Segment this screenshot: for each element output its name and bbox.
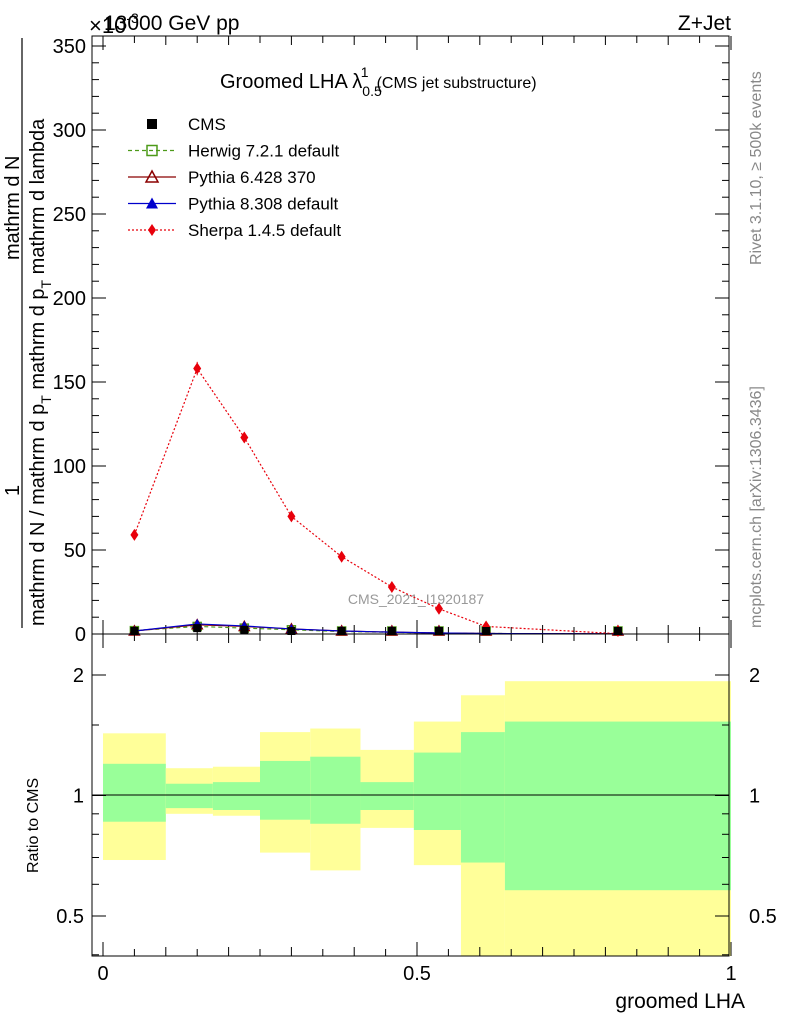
ratio-y-tick-label: 0.5	[749, 906, 777, 928]
ratio-panel: 0.5 0.51 12 2 0 0.5 1 Ratio to CMS	[25, 633, 777, 985]
y-tick-label: 50	[64, 540, 86, 562]
y-tick-label: 200	[53, 288, 86, 310]
ratio-bands	[103, 681, 731, 956]
legend-label: CMS	[188, 115, 226, 134]
data-point	[482, 627, 491, 635]
y-tick-label: 250	[53, 204, 86, 226]
main-y-axis: 0 50 100 150 200 250 300 350	[53, 36, 729, 646]
x-tick-label: 0	[97, 963, 108, 985]
data-point	[434, 602, 443, 615]
legend-label: Pythia 8.308 default	[188, 195, 339, 214]
data-point	[130, 627, 139, 635]
ratio-y-label: Ratio to CMS	[25, 778, 42, 873]
data-point	[387, 580, 396, 593]
legend-marker	[148, 224, 156, 236]
legend-label: Sherpa 1.4.5 default	[188, 221, 341, 240]
x-tick-label: 0.5	[403, 963, 431, 985]
data-point	[434, 627, 443, 635]
data-point	[130, 528, 139, 541]
ratio-green-band	[212, 782, 260, 810]
legend-marker	[146, 197, 158, 209]
beam-label: 13000 GeV pp	[104, 12, 239, 35]
data-point	[193, 624, 202, 633]
data-point	[337, 627, 346, 635]
ratio-y-tick-label: 2	[73, 665, 84, 687]
legend-marker	[146, 144, 158, 157]
data-point	[613, 627, 622, 635]
multiplier-label: ×10-3	[89, 10, 139, 38]
ratio-green-band	[360, 782, 414, 810]
ratio-y-tick-label: 0.5	[56, 906, 84, 928]
legend: CMS Herwig 7.2.1 default Pythia 6.428 370 P…	[128, 115, 341, 240]
ratio-x-axis: 0 0.5 1	[97, 634, 737, 985]
ratio-green-band	[460, 732, 505, 863]
y-tick-label: 0	[75, 624, 86, 646]
y-tick-label: 150	[53, 372, 86, 394]
x-tick-label: 1	[725, 963, 736, 985]
plot-title: Groomed LHA λ0.51(CMS jet substructure)	[220, 64, 537, 99]
main-y-label: 1 mathrm d N mathrm d N / mathrm d pT ma…	[2, 38, 54, 628]
ratio-y-tick-label: 2	[749, 665, 760, 687]
data-point	[287, 510, 296, 523]
data-point	[287, 627, 296, 635]
legend-label: Herwig 7.2.1 default	[188, 142, 339, 161]
ratio-y-axis: 0.5 0.5 1 1 2 2	[56, 665, 777, 956]
watermark: CMS_2021_I1920187	[348, 591, 484, 607]
data-point	[337, 550, 346, 563]
y-tick-label: 300	[53, 120, 86, 142]
ratio-green-band	[260, 760, 311, 820]
rivet-label: Rivet 3.1.10, ≥ 500k events	[748, 71, 765, 265]
y-tick-label: 100	[53, 456, 86, 478]
main-x-axis	[102, 36, 732, 634]
data-point	[240, 431, 249, 444]
ratio-green-band	[165, 783, 213, 809]
ylabel-denominator: mathrm d N / mathrm d pT mathrm d pT mat…	[27, 118, 54, 626]
x-axis-label: groomed LHA	[615, 990, 745, 1013]
legend-label: Pythia 6.428 370	[188, 168, 316, 187]
ratio-green-band	[413, 752, 461, 830]
ratio-y-tick-label: 1	[749, 786, 760, 808]
mcplots-label: mcplots.cern.ch [arXiv:1306.3436]	[748, 386, 765, 628]
data-point	[193, 362, 202, 375]
y-tick-label: 350	[53, 36, 86, 58]
ylabel-numerator: 1	[2, 485, 24, 496]
ylabel-tail: mathrm d N	[2, 156, 24, 260]
ratio-y-tick-label: 1	[73, 786, 84, 808]
legend-marker	[147, 119, 157, 129]
ratio-green-band	[310, 756, 361, 824]
legend-marker	[144, 169, 160, 183]
data-point	[387, 627, 396, 635]
data-point	[240, 625, 249, 634]
ratio-green-band	[103, 763, 166, 822]
process-label: Z+Jet	[678, 12, 731, 35]
ratio-green-band	[504, 721, 731, 891]
